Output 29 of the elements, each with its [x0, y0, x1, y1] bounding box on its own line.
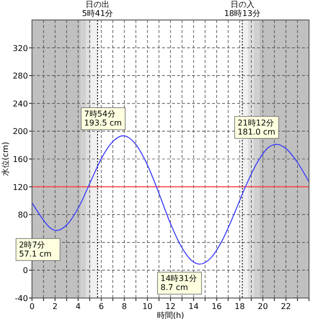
- x-tick-label: 14: [188, 302, 199, 311]
- ref-line-label: 日の出 5時41分: [82, 0, 114, 18]
- x-tick-label: 16: [212, 302, 222, 311]
- x-tick-label: 22: [280, 302, 292, 311]
- annotation: 2時7分 57.1 cm: [19, 240, 52, 259]
- x-tick-label: 0: [29, 302, 35, 311]
- y-tick-label: 240: [12, 99, 28, 108]
- x-tick-label: 6: [98, 302, 104, 311]
- annotation: 14時31分 8.7 cm: [160, 274, 197, 292]
- y-tick-label: 280: [12, 72, 28, 81]
- y-tick-label: -40: [14, 294, 28, 303]
- y-tick-label: 320: [12, 44, 28, 53]
- y-tick-label: 120: [12, 182, 28, 192]
- x-tick-label: 18: [234, 302, 245, 311]
- y-tick-label: 0: [22, 266, 28, 276]
- annotation: 7時54分 193.5 cm: [84, 110, 122, 128]
- y-tick-label: 200: [12, 127, 28, 136]
- y-axis-title: 水位(cm): [1, 142, 10, 176]
- x-tick-label: 20: [258, 302, 268, 311]
- x-tick-label: 10: [142, 302, 153, 311]
- x-tick-label: 8: [122, 302, 127, 311]
- x-tick-label: 4: [76, 302, 81, 311]
- ref-line-label: 日の入 18時13分: [224, 0, 260, 18]
- y-tick-label: 160: [12, 155, 28, 164]
- x-tick-label: 2: [52, 302, 58, 311]
- y-tick-label: 80: [18, 210, 28, 220]
- x-tick-label: 12: [165, 302, 176, 311]
- x-axis-title: 時間(h): [156, 311, 184, 319]
- annotation: 21時12分 181.0 cm: [238, 118, 276, 136]
